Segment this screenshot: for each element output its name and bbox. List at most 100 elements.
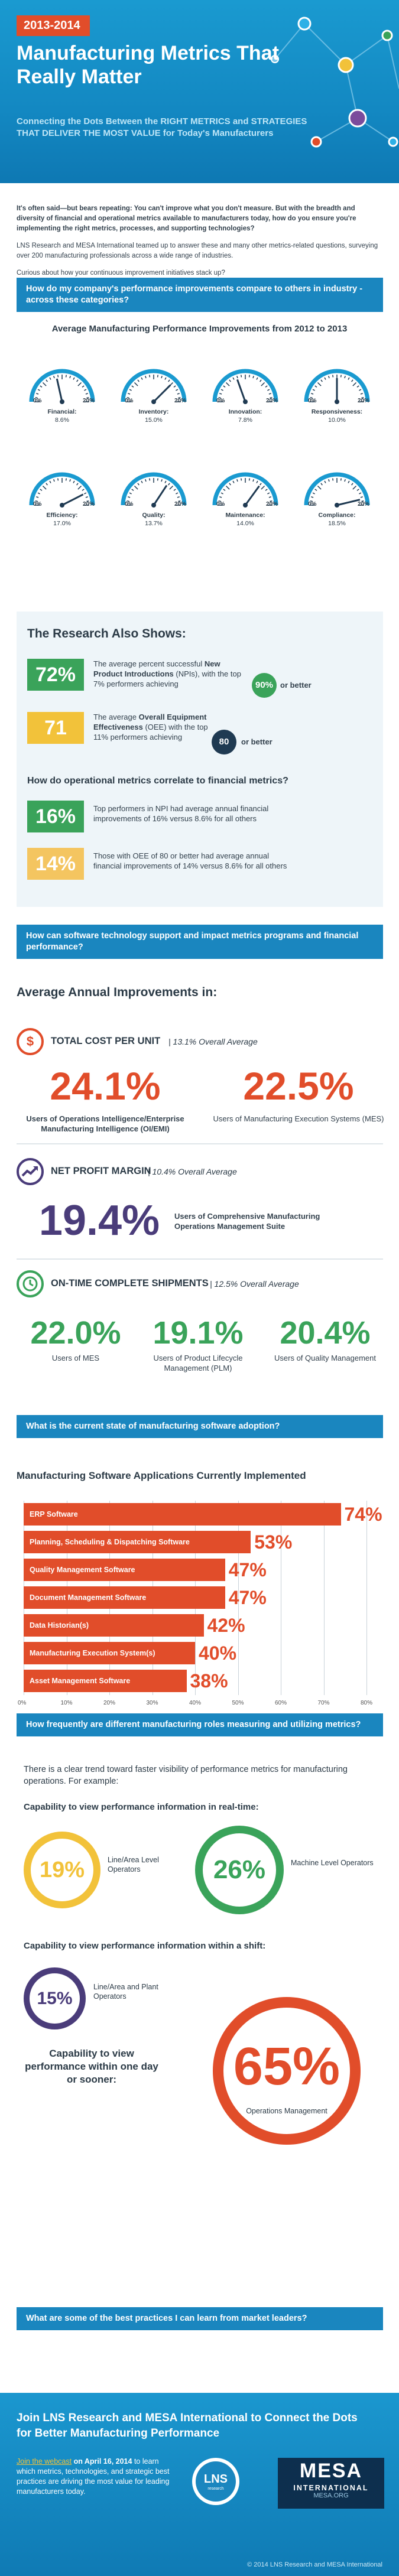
gauge-min: 0% xyxy=(308,501,317,508)
gauge-dial xyxy=(29,472,95,508)
improvement-label: Users of Operations Intelligence/Enterpr… xyxy=(26,1114,184,1133)
bar: Quality Management Software xyxy=(24,1559,225,1581)
gauge-max: 20% xyxy=(174,398,186,404)
stat-npi-text: The average percent successful New Produ… xyxy=(93,659,247,689)
bar-category-label: Document Management Software xyxy=(30,1593,147,1602)
gauge-label: Maintenance: xyxy=(225,512,265,519)
gauge-label: Efficiency: xyxy=(46,512,78,519)
stat-oee-financial-text: Those with OEE of 80 or better had avera… xyxy=(93,851,287,870)
gauge: 0% 20% Inventory: 15.0% xyxy=(115,363,192,434)
mesa-logo: MESA INTERNATIONAL MESA.ORG xyxy=(278,2458,384,2509)
bar-row: Planning, Scheduling & Dispatching Softw… xyxy=(24,1531,399,1553)
grid-line xyxy=(323,1501,325,1695)
gauge-max: 20% xyxy=(265,398,278,404)
grid-line xyxy=(366,1501,367,1695)
webcast-link[interactable]: Join the webcast xyxy=(17,2457,72,2466)
improvement-value: 24.1% xyxy=(50,1064,161,1108)
gauge: 0% 20% Quality: 13.7% xyxy=(115,467,192,538)
improvements-title: Average Annual Improvements in: xyxy=(17,985,218,999)
research-box: The Research Also Shows: 72% The average… xyxy=(17,612,383,907)
gauge-label: Inventory: xyxy=(138,408,169,415)
gauge-max: 20% xyxy=(357,398,369,404)
bar: Manufacturing Execution System(s) xyxy=(24,1642,195,1664)
category-average: | 12.5% Overall Average xyxy=(210,1279,299,1289)
improvement-value: 22.0% xyxy=(30,1315,121,1351)
stat-npi-financial-text: Top performers in NPI had average annual… xyxy=(93,804,269,823)
gauge-value: 18.5% xyxy=(328,520,346,527)
bar-row: Quality Management Software 47% xyxy=(24,1559,399,1581)
chart-title: Manufacturing Software Applications Curr… xyxy=(17,1470,306,1481)
footer-text: Join the webcast on April 16, 2014 to le… xyxy=(17,2457,176,2497)
gauge-label: Innovation: xyxy=(228,408,262,415)
bar-row: Data Historian(s) 42% xyxy=(24,1614,399,1637)
gauge-min: 0% xyxy=(216,398,225,404)
question-band: What are some of the best practices I ca… xyxy=(17,2307,383,2330)
gauge-max: 20% xyxy=(357,501,369,508)
stat-ring: 19% xyxy=(24,1832,100,1908)
bar-row: Asset Management Software 38% xyxy=(24,1670,399,1692)
text-fragment: to learn which metrics, technologies, an… xyxy=(17,2457,170,2496)
gauge-value: 17.0% xyxy=(53,520,71,527)
bar: Data Historian(s) xyxy=(24,1614,204,1637)
dollar-icon: $ xyxy=(17,1028,44,1055)
gauge-min: 0% xyxy=(33,501,42,508)
page-subtitle: Connecting the Dots Between the RIGHT ME… xyxy=(17,116,307,138)
bar-category-label: ERP Software xyxy=(30,1510,78,1518)
stat-oee-after: or better xyxy=(241,737,273,746)
bar-value-label: 53% xyxy=(254,1531,293,1553)
x-tick-label: 60% xyxy=(275,1700,287,1706)
bar-category-label: Manufacturing Execution System(s) xyxy=(30,1649,155,1657)
gauge-dial xyxy=(304,369,370,404)
improvement-value: 22.5% xyxy=(243,1064,354,1108)
bar-category-label: Planning, Scheduling & Dispatching Softw… xyxy=(30,1538,190,1546)
divider xyxy=(17,1143,383,1144)
improvement-value: 19.1% xyxy=(153,1315,244,1351)
text-fragment: 12.5% Overall Average xyxy=(214,1279,299,1289)
bar: Document Management Software xyxy=(24,1586,225,1609)
gauge: 0% 20% Maintenance: 14.0% xyxy=(207,467,284,538)
bar-value-label: 47% xyxy=(228,1587,267,1608)
x-tick-label: 80% xyxy=(361,1700,373,1706)
intro-text: It's often said—but bears repeating: You… xyxy=(17,204,383,285)
gauge-value: 7.8% xyxy=(238,417,252,424)
gauge-dial xyxy=(212,369,278,404)
gauge-label: Quality: xyxy=(142,512,166,519)
gauge-needle xyxy=(336,499,361,506)
bar-value-label: 38% xyxy=(190,1670,228,1692)
research-title: The Research Also Shows: xyxy=(27,627,186,640)
category-name: NET PROFIT MARGIN xyxy=(51,1166,151,1176)
bar-row: ERP Software 74% xyxy=(24,1503,399,1526)
gauge-max: 20% xyxy=(174,501,186,508)
improvement-label: Users of Comprehensive Manufacturing Ope… xyxy=(174,1212,320,1231)
bar-value-label: 42% xyxy=(207,1615,245,1636)
gauge-needle xyxy=(56,378,63,402)
stat-oee-financial: 14% xyxy=(27,848,84,880)
bar: Asset Management Software xyxy=(24,1670,187,1692)
intro-paragraph: Curious about how your continuous improv… xyxy=(17,269,225,277)
gauge-dial xyxy=(121,472,187,508)
gauge-dial xyxy=(121,369,187,404)
bar: ERP Software xyxy=(24,1503,341,1526)
roles-heading: Capability to view performance within on… xyxy=(25,2048,158,2085)
stat-npi: 72% xyxy=(27,659,84,691)
x-tick-label: 70% xyxy=(317,1700,330,1706)
improvement-value: 19.4% xyxy=(38,1197,160,1244)
x-tick-label: 20% xyxy=(103,1700,116,1706)
question-band: How frequently are different manufacturi… xyxy=(17,1713,383,1736)
copyright: © 2014 LNS Research and MESA Internation… xyxy=(247,2561,382,2568)
intro-paragraph: It's often said—but bears repeating: You… xyxy=(17,205,356,232)
gauge-max: 20% xyxy=(82,501,95,508)
stat-oee-text: The average Overall Equipment Effectiven… xyxy=(93,712,218,742)
bar: Planning, Scheduling & Dispatching Softw… xyxy=(24,1531,251,1553)
gauge: 0% 20% Efficiency: 17.0% xyxy=(24,467,100,538)
grid-line xyxy=(238,1501,239,1695)
stat-npi-after: or better xyxy=(280,681,312,689)
gauge-value: 13.7% xyxy=(145,520,163,527)
gauge-label: Compliance: xyxy=(318,512,356,519)
gauge-min: 0% xyxy=(308,398,317,404)
gauge-min: 0% xyxy=(33,398,42,404)
stat-ring: 26% xyxy=(195,1826,284,1914)
text-fragment: New Product Introductions xyxy=(93,659,220,678)
text-fragment: (OEE) with the top 11% performers achiev… xyxy=(93,723,208,741)
